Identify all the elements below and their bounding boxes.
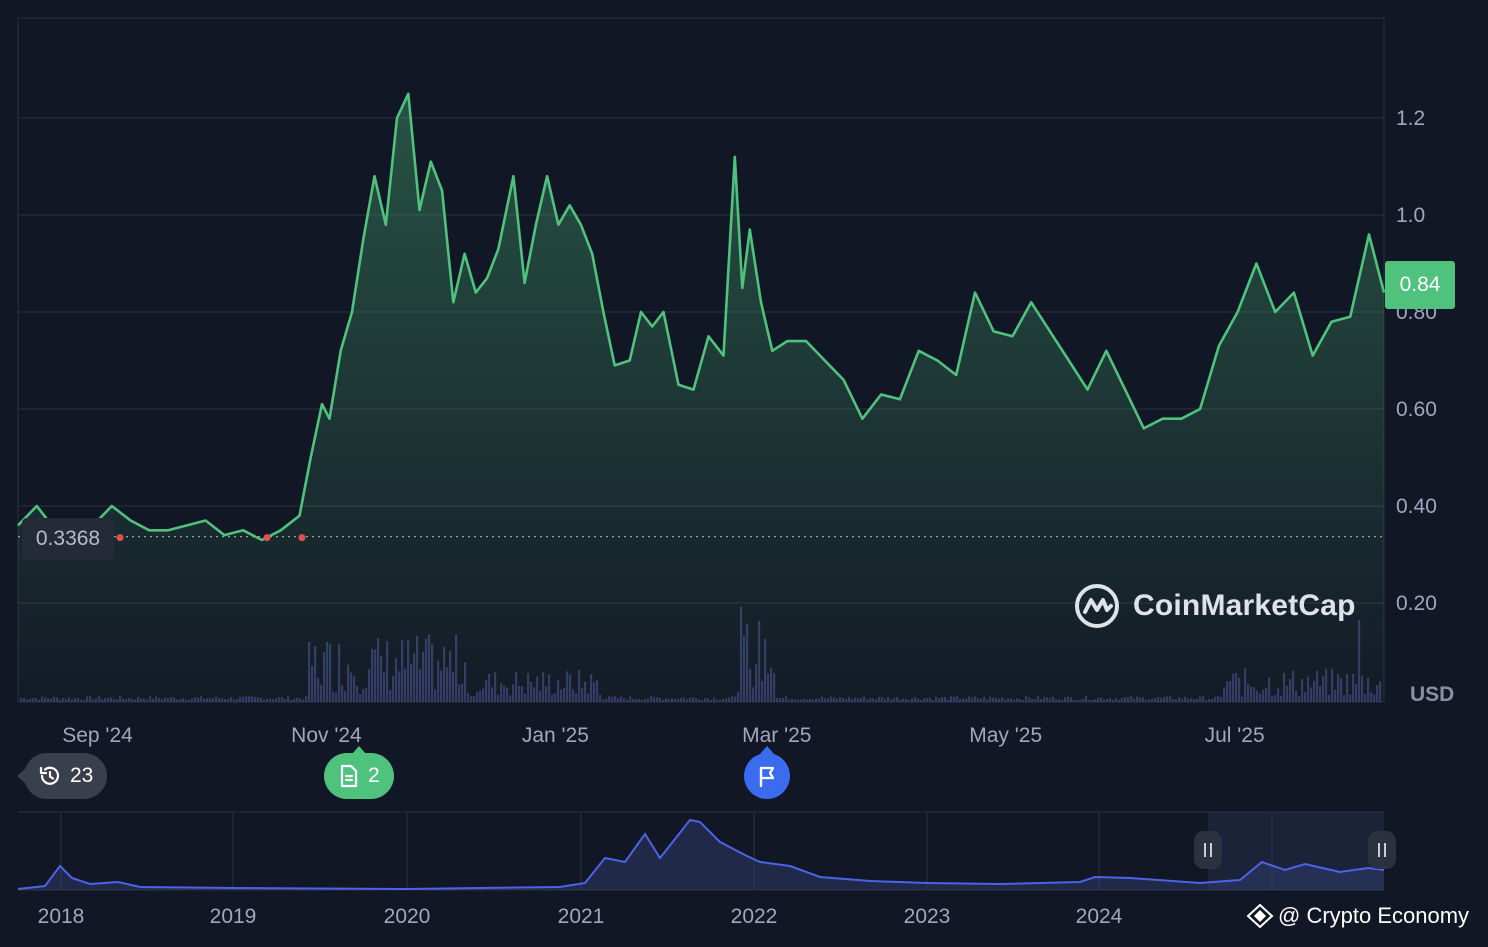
x-tick-label: Mar '25: [742, 724, 811, 747]
navigator-tick-label: 2018: [38, 905, 85, 928]
x-tick-label: Nov '24: [291, 724, 362, 747]
navigator-tick-label: 2023: [904, 905, 951, 928]
history-count: 23: [70, 764, 93, 788]
y-tick-label: 0.40: [1396, 495, 1437, 518]
below-start-marker: [299, 534, 306, 541]
navigator-left-handle[interactable]: [1194, 831, 1222, 869]
navigator-area: [18, 820, 1384, 890]
flag-icon: [756, 764, 778, 788]
coinmarketcap-logo-icon: [1073, 582, 1121, 630]
x-tick-label: Jan '25: [522, 724, 589, 747]
currency-label: USD: [1410, 683, 1454, 707]
credit-text: @ Crypto Economy: [1278, 903, 1469, 929]
x-tick-label: May '25: [969, 724, 1042, 747]
start-price-badge: 0.3368: [22, 518, 114, 560]
credit-watermark: @ Crypto Economy: [1246, 903, 1469, 929]
y-tick-label: 0.20: [1396, 592, 1437, 615]
news-button[interactable]: 2: [324, 753, 394, 799]
brand-watermark: CoinMarketCap: [1073, 582, 1356, 630]
y-tick-label: 0.60: [1396, 398, 1437, 421]
y-tick-label: 1.2: [1396, 107, 1425, 130]
below-start-marker: [264, 534, 271, 541]
y-tick-label: 1.0: [1396, 204, 1425, 227]
news-count: 2: [368, 764, 380, 788]
diamond-logo-icon: [1246, 903, 1274, 929]
history-button[interactable]: 23: [24, 753, 107, 799]
x-tick-label: Sep '24: [62, 724, 133, 747]
event-flag-button[interactable]: [744, 753, 790, 799]
navigator-right-handle[interactable]: [1368, 831, 1396, 869]
x-tick-label: Jul '25: [1205, 724, 1265, 747]
history-icon: [38, 764, 62, 788]
current-price-badge: 0.84: [1385, 261, 1455, 309]
navigator-tick-label: 2022: [731, 905, 778, 928]
below-start-marker: [117, 534, 124, 541]
navigator-tick-label: 2021: [558, 905, 605, 928]
navigator-tick-label: 2020: [384, 905, 431, 928]
navigator-tick-label: 2024: [1076, 905, 1123, 928]
brand-name: CoinMarketCap: [1133, 589, 1356, 623]
document-icon: [338, 764, 360, 788]
navigator-tick-label: 2019: [210, 905, 257, 928]
